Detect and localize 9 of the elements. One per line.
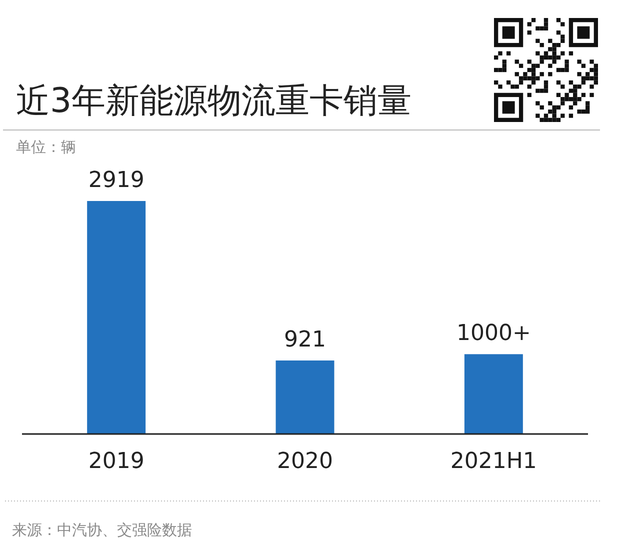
x-tick-label: 2020 xyxy=(277,449,333,474)
x-tick-label: 2021H1 xyxy=(450,449,537,474)
data-label: 921 xyxy=(284,327,326,352)
data-label: 1000+ xyxy=(456,321,531,346)
chart-title: 近3年新能源物流重卡销量 xyxy=(16,81,412,121)
data-label: 2919 xyxy=(88,168,144,193)
x-tick-label: 2019 xyxy=(88,449,144,474)
chart-subtitle: 单位：辆 xyxy=(16,138,76,156)
source-note: 来源：中汽协、交强险数据 xyxy=(12,521,192,539)
